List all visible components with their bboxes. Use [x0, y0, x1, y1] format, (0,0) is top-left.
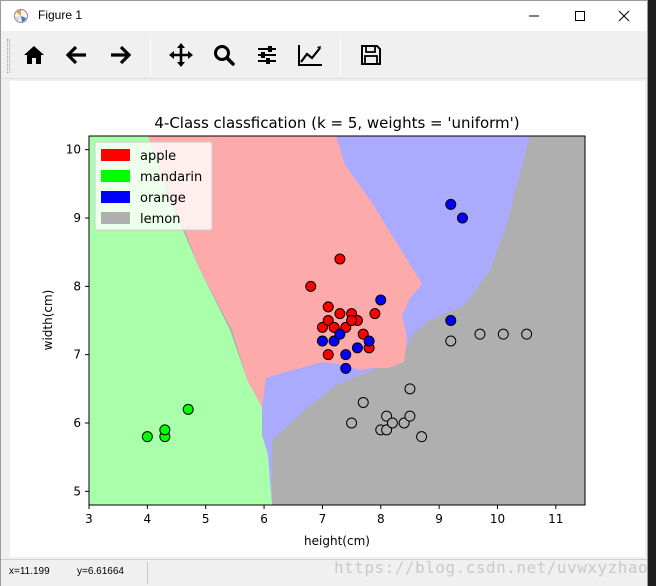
x-tick-label: 11	[548, 512, 563, 526]
zoom-magnifier-icon	[214, 45, 235, 66]
maximize-icon	[575, 11, 585, 21]
zoom-button[interactable]	[208, 39, 240, 71]
legend-swatch-mandarin	[101, 170, 130, 182]
watermark-text: https://blog.csdn.net/uvwxyzhao	[334, 558, 649, 577]
toolbar-separator	[340, 37, 341, 75]
point-lemon	[386, 417, 398, 429]
point-apple	[334, 308, 346, 320]
toolbar-separator	[150, 37, 151, 75]
point-lemon	[404, 383, 416, 395]
point-mandarin	[182, 403, 194, 415]
point-lemon	[357, 397, 369, 408]
y-tick-label: 7	[73, 348, 81, 362]
legend-label-lemon: lemon	[140, 212, 180, 227]
navigation-toolbar	[1, 31, 647, 79]
x-tick-label: 8	[377, 512, 385, 526]
point-lemon	[474, 328, 486, 340]
x-axis: 3 4 5 6 7 8 9 10 11	[85, 505, 563, 526]
x-tick-label: 9	[435, 512, 443, 526]
x-tick-label: 3	[85, 512, 93, 526]
point-apple	[369, 308, 381, 320]
point-apple	[322, 301, 334, 313]
x-tick-label: 6	[260, 512, 268, 526]
cursor-y-readout: y=6.61664	[77, 566, 124, 577]
legend: apple mandarin orange lemon	[94, 141, 213, 231]
legend-swatch-apple	[101, 149, 130, 161]
status-divider	[147, 562, 148, 584]
pan-button[interactable]	[165, 39, 197, 71]
window-title: Figure 1	[38, 8, 83, 22]
point-apple	[346, 315, 358, 326]
point-apple	[334, 253, 346, 265]
subplots-button[interactable]	[251, 39, 283, 71]
point-lemon	[521, 328, 533, 340]
point-orange	[375, 294, 387, 306]
point-apple	[322, 349, 334, 361]
save-button[interactable]	[355, 39, 387, 71]
region-apple	[148, 136, 422, 407]
point-apple	[305, 280, 317, 292]
home-button[interactable]	[18, 39, 50, 71]
toolbar-grip[interactable]	[7, 39, 10, 73]
maximize-button[interactable]	[557, 1, 603, 31]
legend-swatch-orange	[101, 191, 130, 203]
axes-frame	[88, 135, 586, 506]
pan-move-icon	[169, 43, 193, 67]
legend-swatch-lemon	[101, 212, 130, 224]
status-bar: x=11.199 y=6.61664	[1, 559, 647, 586]
y-axis: 5 6 7 8 9 10	[66, 143, 89, 498]
x-tick-label: 5	[202, 512, 210, 526]
close-icon	[618, 10, 630, 22]
chart-title: 4-Class classfication (k = 5, weights = …	[154, 114, 519, 132]
point-orange	[334, 328, 346, 340]
point-lemon	[497, 328, 509, 340]
y-tick-label: 8	[73, 279, 81, 293]
matplotlib-app-icon	[14, 9, 28, 23]
forward-button[interactable]	[104, 39, 136, 71]
save-floppy-icon	[361, 45, 381, 65]
cursor-x-readout: x=11.199	[9, 566, 50, 577]
x-axis-label: height(cm)	[304, 534, 370, 548]
point-orange	[351, 342, 363, 354]
legend-box	[94, 141, 213, 231]
point-lemon	[346, 417, 358, 429]
point-orange	[456, 212, 468, 224]
y-tick-label: 6	[73, 416, 81, 430]
title-bar[interactable]: Figure 1	[1, 1, 647, 31]
legend-label-orange: orange	[140, 191, 186, 206]
point-orange	[340, 349, 352, 361]
point-lemon	[404, 410, 416, 422]
home-icon	[24, 46, 44, 64]
y-tick-label: 5	[73, 484, 81, 498]
forward-arrow-icon	[111, 45, 131, 65]
point-orange	[445, 315, 457, 326]
x-tick-label: 4	[144, 512, 152, 526]
point-orange	[445, 198, 457, 210]
point-mandarin	[141, 431, 153, 443]
y-tick-label: 9	[73, 211, 81, 225]
subplots-sliders-icon	[258, 46, 276, 64]
back-button[interactable]	[61, 39, 93, 71]
minimize-icon	[529, 15, 539, 17]
legend-label-mandarin: mandarin	[140, 170, 202, 185]
point-lemon	[416, 431, 428, 443]
point-orange	[363, 335, 375, 347]
legend-label-apple: apple	[140, 149, 176, 164]
y-axis-label: width(cm)	[41, 290, 55, 351]
point-mandarin	[159, 424, 171, 436]
x-tick-label: 7	[319, 512, 327, 526]
close-button[interactable]	[601, 1, 647, 31]
edit-axis-chart-icon	[298, 45, 322, 66]
edit-axis-button[interactable]	[294, 39, 326, 71]
y-tick-label: 10	[66, 143, 81, 157]
point-orange	[316, 335, 328, 347]
back-arrow-icon	[66, 45, 86, 65]
minimize-button[interactable]	[511, 1, 557, 31]
data-points	[141, 198, 533, 443]
x-tick-label: 10	[490, 512, 505, 526]
point-orange	[340, 362, 352, 374]
point-lemon	[445, 335, 457, 347]
